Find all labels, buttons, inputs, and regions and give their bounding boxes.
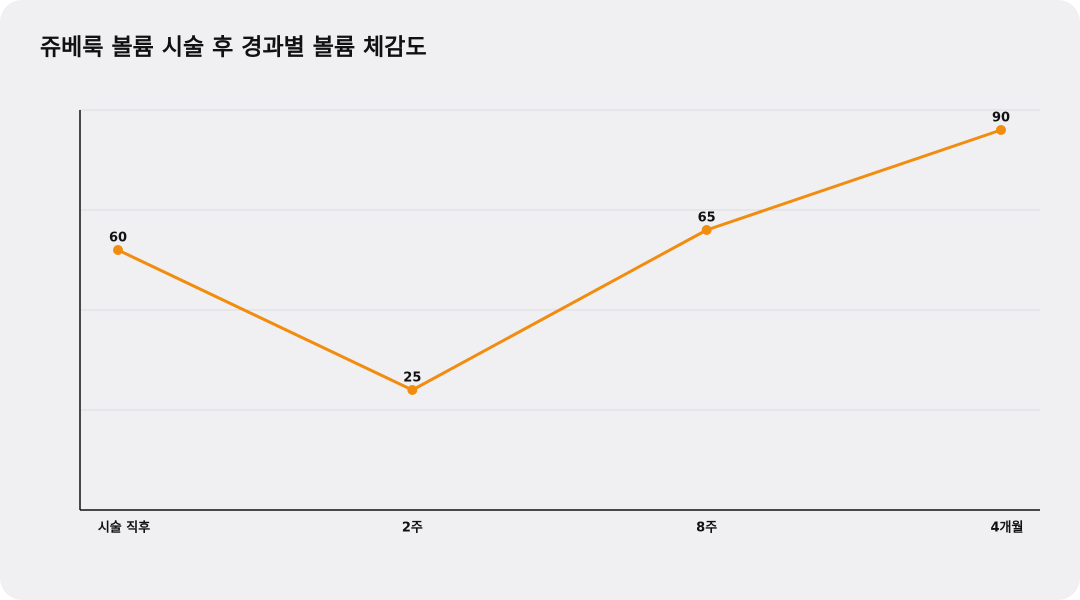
x-tick-label: 시술 직후: [98, 520, 150, 536]
data-label: 65: [698, 211, 716, 226]
data-label: 60: [109, 231, 127, 246]
series-line: [117, 128, 1002, 392]
data-point: [407, 385, 418, 395]
chart-title: 쥬베룩 볼륨 시술 후 경과별 볼륨 체감도: [40, 35, 427, 61]
data-label: 90: [992, 111, 1010, 126]
x-tick-label: 4개월: [991, 520, 1024, 536]
data-point: [701, 225, 712, 235]
data-point: [113, 245, 123, 255]
data-label: 25: [403, 371, 421, 386]
x-tick-label: 2주: [402, 521, 423, 536]
x-tick-label: 8주: [696, 521, 717, 536]
data-point: [996, 125, 1006, 135]
